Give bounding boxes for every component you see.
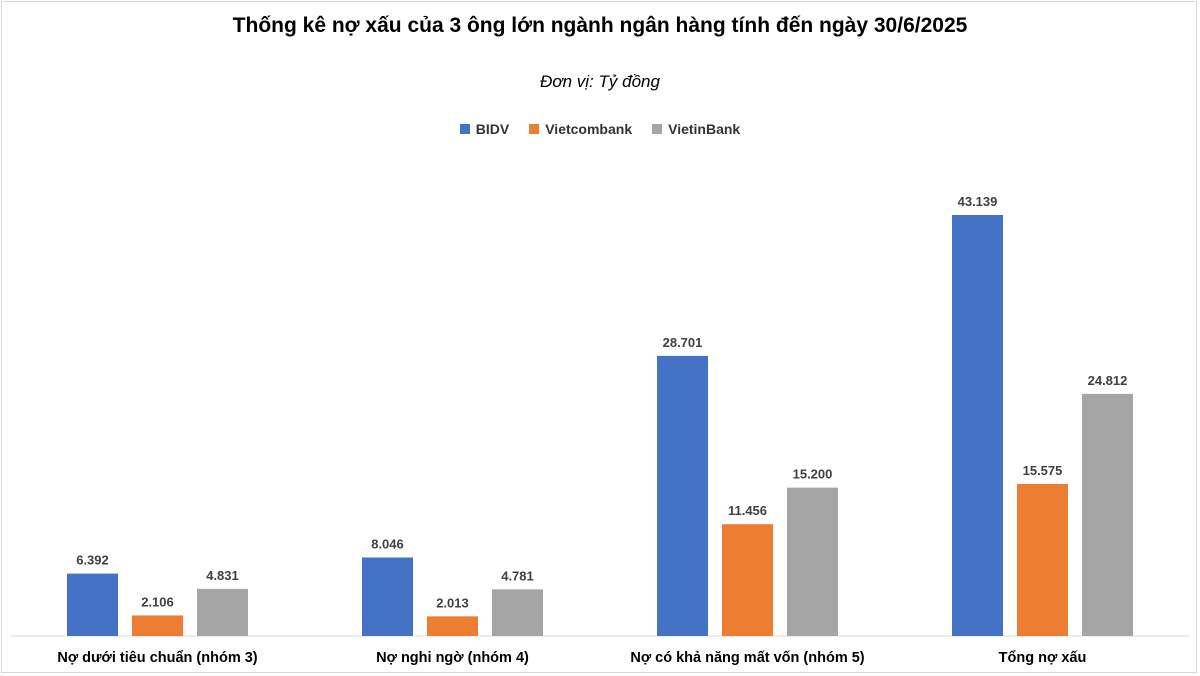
- legend-label-vietcombank: Vietcombank: [545, 121, 633, 137]
- legend-item-vietinbank: VietinBank: [652, 121, 740, 137]
- bar-bidv-1: [67, 573, 118, 636]
- data-label-vietinbank-2: 4.781: [501, 568, 534, 583]
- data-label-vietcombank-1: 2.106: [141, 594, 174, 609]
- data-label-vietinbank-3: 15.200: [793, 467, 833, 482]
- x-tick-label-2: Nợ nghi ngờ (nhóm 4): [376, 650, 529, 666]
- legend-label-bidv: BIDV: [475, 121, 510, 137]
- legend-swatch-bidv: [459, 124, 470, 134]
- legend-item-vietcombank: Vietcombank: [529, 121, 632, 137]
- chart-subtitle: Đơn vị: Tỷ đồng: [540, 72, 660, 91]
- bar-vietinbank-1: [197, 588, 248, 636]
- bar-vietinbank-2: [492, 589, 543, 636]
- data-label-bidv-1: 6.392: [76, 553, 109, 568]
- data-label-vietcombank-3: 11.456: [728, 503, 767, 518]
- data-label-bidv-2: 8.046: [371, 536, 404, 551]
- data-label-vietinbank-4: 24.812: [1088, 373, 1128, 388]
- data-label-bidv-3: 28.701: [663, 335, 703, 350]
- bar-vietcombank-4: [1017, 484, 1068, 636]
- x-tick-label-1: Nợ dưới tiêu chuẩn (nhóm 3): [57, 650, 257, 666]
- chart-title: Thống kê nợ xấu của 3 ông lớn ngành ngân…: [232, 14, 968, 37]
- x-tick-label-4: Tổng nợ xấu: [999, 650, 1087, 666]
- data-label-bidv-4: 43.139: [958, 194, 998, 209]
- legend: BIDV Vietcombank VietinBank: [0, 121, 1200, 137]
- data-label-vietcombank-4: 15.575: [1023, 463, 1063, 478]
- data-label-vietinbank-1: 4.831: [206, 568, 239, 583]
- bar-vietcombank-1: [132, 615, 183, 636]
- legend-item-bidv: BIDV: [459, 121, 510, 137]
- legend-swatch-vietcombank: [529, 124, 540, 134]
- bar-bidv-3: [657, 355, 708, 636]
- bar-vietinbank-4: [1082, 393, 1133, 636]
- bar-bidv-2: [362, 557, 413, 636]
- bar-bidv-4: [952, 215, 1003, 636]
- bar-vietinbank-3: [787, 487, 838, 636]
- bar-vietcombank-2: [427, 616, 478, 636]
- legend-label-vietinbank: VietinBank: [668, 121, 741, 137]
- x-tick-label-3: Nợ có khả năng mất vốn (nhóm 5): [630, 650, 864, 666]
- data-label-vietcombank-2: 2.013: [436, 595, 469, 610]
- legend-swatch-vietinbank: [652, 124, 663, 134]
- bar-vietcombank-3: [722, 524, 773, 636]
